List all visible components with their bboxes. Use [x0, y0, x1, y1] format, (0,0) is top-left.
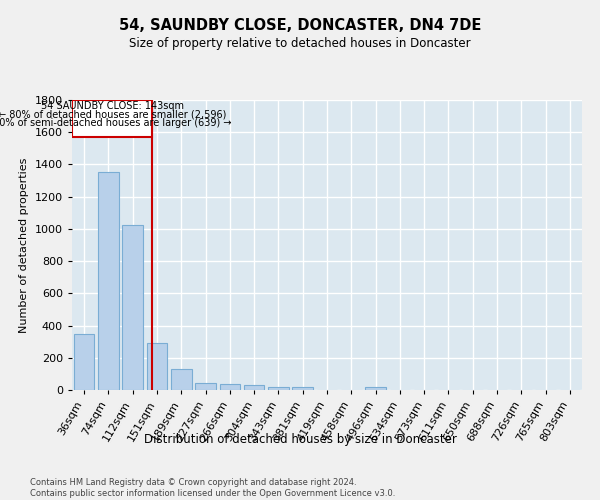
Bar [146, 343, 167, 390]
Bar [72, 100, 152, 137]
Bar [220, 384, 240, 390]
Bar [122, 225, 143, 390]
Text: Distribution of detached houses by size in Doncaster: Distribution of detached houses by size … [143, 432, 457, 446]
Bar [171, 369, 191, 390]
Text: Size of property relative to detached houses in Doncaster: Size of property relative to detached ho… [129, 38, 471, 51]
Bar [195, 383, 216, 390]
Bar [365, 387, 386, 390]
Bar [244, 385, 265, 390]
Bar [268, 387, 289, 390]
Bar [292, 388, 313, 390]
Bar [98, 172, 119, 390]
Text: 54 SAUNDBY CLOSE: 143sqm: 54 SAUNDBY CLOSE: 143sqm [41, 101, 184, 111]
Text: Contains HM Land Registry data © Crown copyright and database right 2024.
Contai: Contains HM Land Registry data © Crown c… [30, 478, 395, 498]
Y-axis label: Number of detached properties: Number of detached properties [19, 158, 29, 332]
Text: ← 80% of detached houses are smaller (2,596): ← 80% of detached houses are smaller (2,… [0, 110, 226, 120]
Bar [74, 334, 94, 390]
Text: 54, SAUNDBY CLOSE, DONCASTER, DN4 7DE: 54, SAUNDBY CLOSE, DONCASTER, DN4 7DE [119, 18, 481, 32]
Text: 20% of semi-detached houses are larger (639) →: 20% of semi-detached houses are larger (… [0, 118, 231, 128]
